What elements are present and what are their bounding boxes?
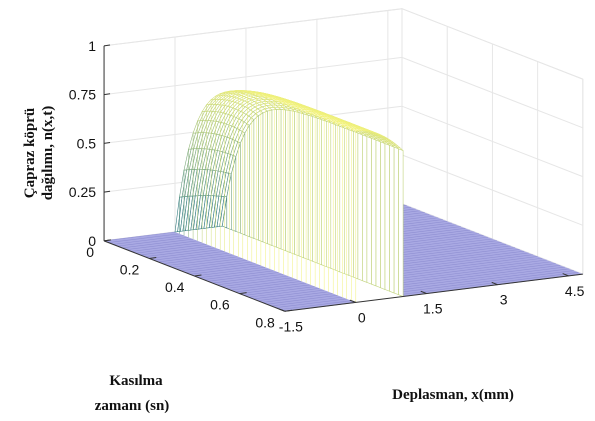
floor-mesh-line xyxy=(113,235,185,245)
floor-mesh-line xyxy=(122,238,194,249)
z-tick xyxy=(103,44,111,47)
z-tick-label: 0 xyxy=(88,233,96,249)
y-tick-label: 0.6 xyxy=(210,297,230,313)
y-tick xyxy=(239,292,247,295)
floor-mesh-line xyxy=(280,300,352,310)
surface-drop-face xyxy=(389,144,395,294)
floor-mesh-line xyxy=(108,233,180,243)
y-tick xyxy=(284,309,292,312)
floor-mesh-line xyxy=(162,254,234,265)
surface-drop-face xyxy=(371,137,377,287)
floor-mesh-line xyxy=(380,264,561,288)
floor-mesh-line xyxy=(203,270,275,280)
floor-mesh-line xyxy=(394,270,574,294)
surface-drop-face xyxy=(362,134,368,283)
x-axis-line xyxy=(284,273,583,312)
floor-mesh-line xyxy=(144,247,216,257)
y-tick-label: 0 xyxy=(86,244,94,260)
floor-mesh-line xyxy=(180,261,252,272)
x-tick xyxy=(420,290,427,295)
floor-mesh-line xyxy=(275,298,347,309)
surface-drop-face xyxy=(380,141,386,290)
surface-drop-face xyxy=(398,148,404,297)
z-tick xyxy=(103,142,111,144)
floor-mesh-line xyxy=(221,277,293,287)
x-tick-label: 3 xyxy=(500,292,508,308)
y-tick xyxy=(103,239,112,242)
floor-mesh-line xyxy=(257,291,329,301)
floor-mesh-line xyxy=(239,284,311,294)
floor-mesh-line xyxy=(135,244,207,254)
surface-drop-face xyxy=(357,132,363,282)
x-tick-label: 1.5 xyxy=(423,301,443,317)
z-tick xyxy=(103,93,111,96)
surface-drop-face xyxy=(366,136,372,285)
floor-mesh-line xyxy=(194,266,266,277)
floor-mesh-line xyxy=(149,249,221,259)
tick-labels: 0 0.25 0.5 0.75 1 0 0.2 0.4 0.6 0.8 -1.5 0 1.5 3 4.5 xyxy=(69,38,585,334)
y-axis-label-line2: zamanı (sn) xyxy=(95,398,170,414)
x-axis-label: Deplasman, x(mm) xyxy=(392,387,514,403)
floor-mesh-line xyxy=(384,266,565,290)
floor-mesh-line xyxy=(117,236,189,247)
floor-mesh-line xyxy=(158,252,230,263)
x-tick-label: -1.5 xyxy=(279,318,303,334)
floor-mesh-line xyxy=(185,263,257,273)
floor-mesh-line xyxy=(189,265,261,275)
floor-mesh-line xyxy=(244,286,316,296)
floor-mesh-line xyxy=(253,289,325,300)
floor-mesh-line xyxy=(248,288,320,298)
floor-mesh-line xyxy=(176,259,248,270)
surface-mesh xyxy=(104,90,583,312)
floor-mesh-line xyxy=(226,279,298,289)
floor-mesh-line xyxy=(198,268,270,279)
y-tick-label: 0.8 xyxy=(255,314,275,330)
floor-mesh-line xyxy=(104,231,176,242)
floor-mesh-line xyxy=(235,282,307,293)
z-axis-label-line1: Çapraz köprü xyxy=(22,108,38,198)
z-tick-label: 0.25 xyxy=(69,184,96,200)
floor-under-surface xyxy=(175,226,404,303)
z-tick-label: 1 xyxy=(88,38,96,54)
floor-mesh-line xyxy=(153,251,225,261)
z-axis-label-line2: dağılımı, n(x,t) xyxy=(40,106,56,201)
floor-mesh-line xyxy=(126,240,198,250)
floor-mesh-line xyxy=(230,280,302,291)
surface-drop-face xyxy=(384,143,390,292)
floor-mesh-line xyxy=(262,293,334,303)
floor-mesh-line xyxy=(271,296,343,307)
floor-mesh-line xyxy=(217,275,289,286)
floor-mesh-line xyxy=(398,272,579,296)
floor-mesh-line xyxy=(171,258,243,268)
z-tick-label: 0.5 xyxy=(77,135,97,151)
y-tick xyxy=(194,274,202,277)
y-tick xyxy=(149,256,157,259)
x-tick xyxy=(349,299,356,303)
x-tick xyxy=(491,281,498,286)
y-tick-label: 0.2 xyxy=(120,261,140,277)
y-axis-label-line1: Kasılma xyxy=(109,373,163,389)
floor-mesh-line xyxy=(212,273,284,284)
floor-mesh-line xyxy=(167,256,239,266)
surface-drop-face xyxy=(393,146,399,296)
x-tick-label: 0 xyxy=(358,309,366,325)
y-tick-label: 0.4 xyxy=(165,279,185,295)
z-tick-label: 0.75 xyxy=(69,87,96,103)
floor-mesh-line xyxy=(266,295,338,305)
z-tick xyxy=(103,190,111,193)
x-tick xyxy=(278,308,286,312)
floor-mesh-line xyxy=(131,242,203,252)
x-tick-label: 4.5 xyxy=(565,283,585,299)
axes-lines xyxy=(103,44,583,312)
surface-drop-face xyxy=(375,139,381,289)
floor-mesh-line xyxy=(207,272,279,282)
floor-mesh-line xyxy=(140,245,212,256)
x-tick xyxy=(562,273,569,277)
floor-mesh-line xyxy=(389,268,570,292)
floor-mesh-line xyxy=(375,263,556,287)
